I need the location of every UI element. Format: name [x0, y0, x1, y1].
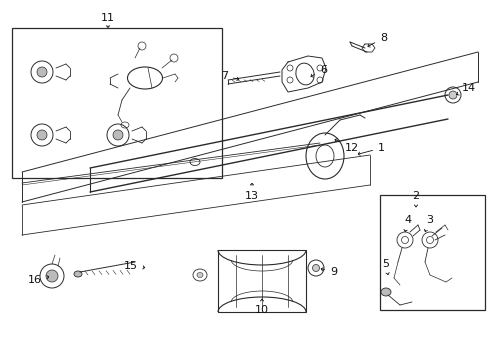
- Text: 1: 1: [358, 143, 384, 155]
- Text: 16: 16: [28, 275, 49, 285]
- Text: 14: 14: [456, 83, 475, 95]
- Circle shape: [46, 270, 58, 282]
- Text: 7: 7: [221, 71, 238, 81]
- Circle shape: [312, 265, 319, 271]
- Text: 4: 4: [403, 215, 411, 231]
- Bar: [379, 195, 484, 310]
- Circle shape: [37, 130, 47, 140]
- Text: 3: 3: [424, 215, 433, 231]
- Ellipse shape: [74, 271, 82, 277]
- Text: 13: 13: [244, 183, 259, 201]
- Text: 12: 12: [334, 139, 358, 153]
- Circle shape: [448, 91, 456, 99]
- Ellipse shape: [380, 288, 390, 296]
- Text: 6: 6: [310, 65, 326, 77]
- Text: 11: 11: [101, 13, 115, 27]
- Circle shape: [113, 130, 123, 140]
- Bar: [12, 28, 222, 178]
- Text: 9: 9: [321, 267, 336, 277]
- Text: 8: 8: [367, 33, 386, 47]
- Bar: [218, 250, 305, 312]
- Text: 15: 15: [124, 261, 144, 271]
- Text: 10: 10: [254, 299, 268, 315]
- Text: 2: 2: [411, 191, 419, 207]
- Ellipse shape: [197, 273, 203, 278]
- Circle shape: [37, 67, 47, 77]
- Text: 5: 5: [382, 259, 389, 275]
